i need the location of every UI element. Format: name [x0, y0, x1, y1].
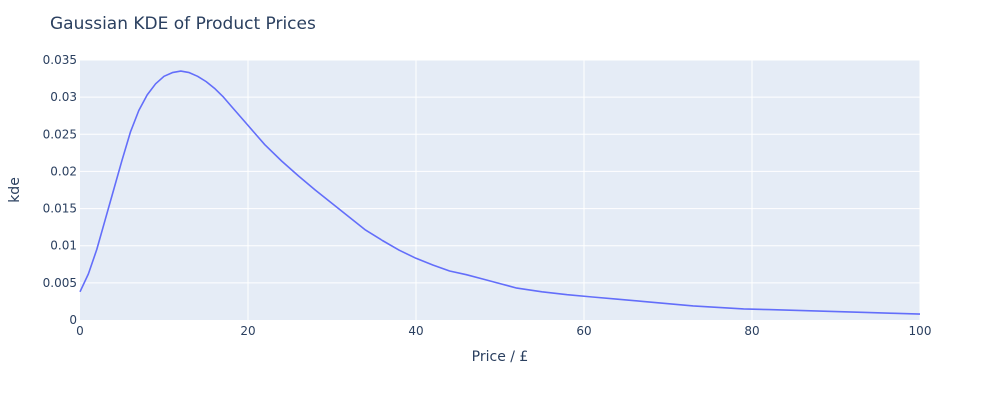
y-tick-label: 0.025 [43, 127, 77, 141]
series-layer [79, 70, 921, 315]
x-tick-label: 80 [744, 324, 759, 338]
y-tick-label: 0.035 [43, 53, 77, 67]
x-tick-label: 40 [408, 324, 423, 338]
y-tick-label: 0.01 [50, 239, 77, 253]
plot-area [80, 60, 920, 320]
x-axis-label: Price / £ [472, 349, 529, 365]
y-tick-label: 0.02 [50, 164, 77, 178]
y-tick-label: 0 [69, 313, 77, 327]
x-tick-label: 0 [76, 324, 84, 338]
y-tick-label: 0.015 [43, 202, 77, 216]
x-axis-ticks: 0 20 40 60 80 100 [76, 324, 931, 338]
x-tick-label: 60 [576, 324, 591, 338]
kde-line-series [79, 70, 921, 315]
x-tick-label: 20 [240, 324, 255, 338]
y-tick-label: 0.03 [50, 90, 77, 104]
y-axis-ticks: 0 0.005 0.01 0.015 0.02 0.025 0.03 0.035 [43, 53, 77, 327]
chart-title: Gaussian KDE of Product Prices [50, 14, 316, 34]
y-tick-label: 0.005 [43, 276, 77, 290]
x-tick-label: 100 [909, 324, 932, 338]
y-axis-label: kde [7, 177, 23, 203]
